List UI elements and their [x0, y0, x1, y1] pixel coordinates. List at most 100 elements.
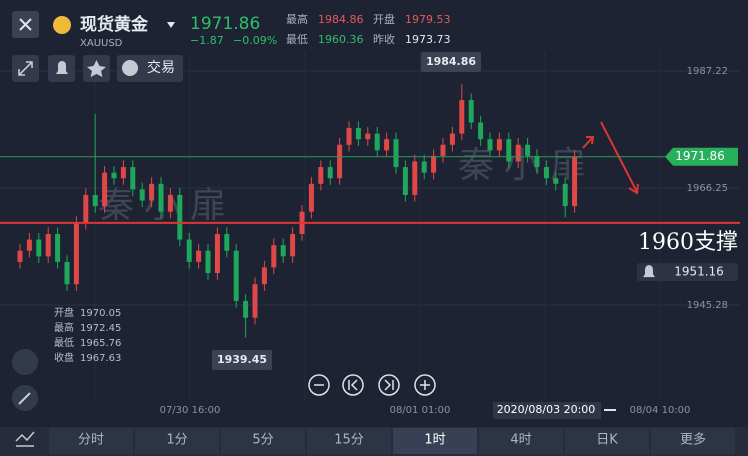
candle-body	[271, 245, 277, 268]
candle-body	[553, 178, 559, 184]
tab-selected	[393, 428, 477, 454]
change: −1.87	[190, 34, 224, 47]
gold-icon	[53, 16, 71, 34]
overlay: 1971.86 1960支撑 1951.16 1984.86 1939.45 开盘 1970…	[0, 52, 740, 419]
candle-body	[102, 172, 108, 207]
candle-body	[45, 234, 51, 257]
star-icon	[87, 60, 106, 77]
plot	[17, 84, 578, 338]
tab[interactable]	[307, 428, 391, 454]
stat-label: 最高	[286, 12, 308, 26]
tabs: 分时 1分 5分 15分 1时 4时 日K 更多	[49, 428, 735, 454]
candle-body	[261, 267, 267, 285]
tab[interactable]	[565, 428, 649, 454]
candle-body	[355, 128, 361, 140]
candle-body	[515, 144, 521, 162]
arrow-up	[582, 136, 595, 149]
extreme-label: 1939.45	[217, 353, 267, 366]
last-price-tag	[665, 147, 738, 166]
candle-body	[506, 139, 512, 162]
alert-tag	[637, 263, 738, 282]
watermark: 秦小扉	[98, 185, 236, 226]
candle-body	[478, 122, 484, 140]
candle-body	[17, 250, 23, 262]
candle-body	[346, 128, 352, 145]
support-label: 1960支撑	[638, 230, 738, 255]
candle-body	[440, 144, 446, 156]
tab-icon[interactable]	[15, 431, 35, 447]
end-icon	[384, 379, 394, 391]
dropdown-icon[interactable]	[167, 22, 175, 28]
stat-label: 开盘	[373, 12, 395, 26]
symbol-name[interactable]: 现货黄金	[80, 14, 149, 35]
extreme-label: 1984.86	[426, 55, 476, 68]
candle-body	[449, 133, 455, 145]
tab-label[interactable]: 日K	[596, 433, 618, 448]
x-tick-label: 2020/08/03 20:00	[497, 403, 596, 416]
stat-value: 1984.86	[318, 13, 364, 26]
candle-body	[468, 100, 474, 123]
candle-body	[318, 167, 324, 184]
info-label: 收盘	[54, 351, 74, 364]
tab-label[interactable]: 15分	[334, 433, 364, 448]
tab-label[interactable]: 4时	[510, 433, 531, 448]
candle-body	[158, 183, 164, 212]
alert-text: 1951.16	[674, 265, 724, 279]
candle-body	[149, 183, 155, 201]
candle-body	[243, 300, 249, 318]
tab-label[interactable]: 1时	[424, 433, 445, 448]
tab[interactable]	[135, 428, 219, 454]
candle-body	[393, 139, 399, 168]
candle-body	[64, 261, 70, 285]
info-value: 1970.05	[80, 308, 121, 319]
scroll-start[interactable]	[342, 374, 364, 396]
tab[interactable]	[49, 428, 133, 454]
trade-text: 交易	[147, 59, 175, 76]
candle-body	[290, 234, 296, 257]
candle-body	[55, 234, 61, 262]
candle-body	[120, 167, 126, 179]
last-price-text: 1971.86	[675, 149, 725, 163]
candle-body	[177, 194, 183, 240]
tab[interactable]	[479, 428, 563, 454]
tab[interactable]	[651, 428, 735, 454]
candle-body	[496, 139, 502, 151]
tab-label[interactable]: 5分	[252, 433, 273, 448]
tab-label[interactable]: 分时	[78, 433, 104, 448]
stat-value: 1973.73	[405, 33, 451, 46]
candle-body	[572, 156, 578, 207]
close-icon	[19, 18, 32, 31]
info-label: 开盘	[54, 306, 74, 319]
candle-body	[224, 234, 230, 251]
tab[interactable]	[221, 428, 305, 454]
zoom-in[interactable]	[414, 374, 436, 396]
scroll-end[interactable]	[378, 374, 400, 396]
candle-body	[36, 239, 42, 257]
candle-body	[459, 100, 465, 134]
info-label: 最高	[54, 321, 74, 334]
zoom-out[interactable]	[308, 374, 330, 396]
candle-body	[402, 167, 408, 195]
tab-label[interactable]: 1分	[166, 433, 187, 448]
candle-body	[92, 194, 98, 207]
candle-body	[431, 155, 437, 173]
bell-icon	[56, 61, 68, 74]
y-tick-label: 1945.28	[687, 300, 728, 311]
candle-body	[130, 167, 136, 190]
stat-value: 1979.53	[405, 13, 451, 26]
candle-body	[525, 144, 531, 156]
candle-body	[365, 133, 371, 140]
price: 1971.86	[190, 14, 260, 34]
extreme-tag	[421, 52, 481, 72]
candle-body	[412, 161, 418, 195]
candle-body	[534, 155, 540, 168]
tab-label[interactable]: 更多	[680, 432, 706, 448]
candle-body	[308, 183, 314, 212]
info-value: 1967.63	[80, 353, 121, 364]
candle-body	[196, 250, 202, 262]
stat-label: 昨收	[373, 32, 395, 46]
candle-body	[186, 239, 192, 262]
indicator-button[interactable]	[12, 349, 38, 375]
y-tick-label: 1987.22	[687, 66, 728, 77]
